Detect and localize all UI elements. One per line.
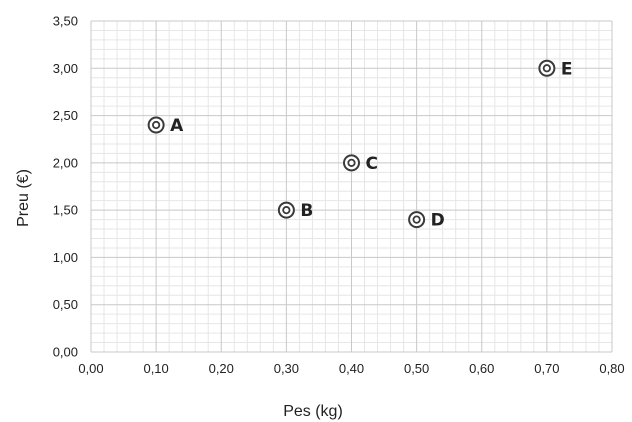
point-label: C xyxy=(366,154,378,174)
y-tick-label: 3,50 xyxy=(53,14,78,29)
x-tick-label: 0,50 xyxy=(404,361,429,376)
y-tick-label: 2,50 xyxy=(53,108,78,123)
x-tick-label: 0,00 xyxy=(78,361,103,376)
major-grid xyxy=(90,20,613,353)
y-tick-label: 0,50 xyxy=(53,297,78,312)
data-point: D xyxy=(408,211,445,231)
data-points: A B C D E xyxy=(147,59,573,231)
point-label: D xyxy=(431,211,445,231)
y-tick-label: 2,00 xyxy=(53,155,78,170)
point-marker-inner xyxy=(282,206,291,215)
x-tick-label: 0,60 xyxy=(469,361,494,376)
y-tick-label: 1,00 xyxy=(53,250,78,265)
y-tick-label: 0,00 xyxy=(53,345,78,360)
point-marker-inner xyxy=(152,120,161,130)
y-axis-tick-labels: 0,00 0,50 1,00 1,50 2,00 2,50 3,00 3,50 xyxy=(53,14,78,360)
y-tick-label: 3,00 xyxy=(53,61,78,76)
y-axis-title: Preu (€) xyxy=(15,169,32,227)
x-tick-label: 0,10 xyxy=(143,361,168,376)
data-point: A xyxy=(147,116,184,136)
x-tick-label: 0,70 xyxy=(534,361,559,376)
point-label: E xyxy=(561,59,573,79)
y-tick-label: 1,50 xyxy=(53,203,78,218)
x-axis-title: Pes (kg) xyxy=(283,403,343,420)
x-axis-tick-labels: 0,00 0,10 0,20 0,30 0,40 0,50 0,60 0,70 0,80 xyxy=(78,361,624,376)
point-label: A xyxy=(170,116,184,136)
point-marker-inner xyxy=(347,158,356,167)
point-marker-inner xyxy=(412,215,421,224)
point-label: B xyxy=(300,201,313,221)
data-point: B xyxy=(277,201,313,221)
point-marker-inner xyxy=(542,64,551,73)
x-tick-label: 0,40 xyxy=(339,361,364,376)
x-tick-label: 0,80 xyxy=(599,361,624,376)
data-point: E xyxy=(538,59,573,79)
x-tick-label: 0,30 xyxy=(274,361,299,376)
data-point: C xyxy=(343,154,378,174)
x-tick-label: 0,20 xyxy=(209,361,234,376)
